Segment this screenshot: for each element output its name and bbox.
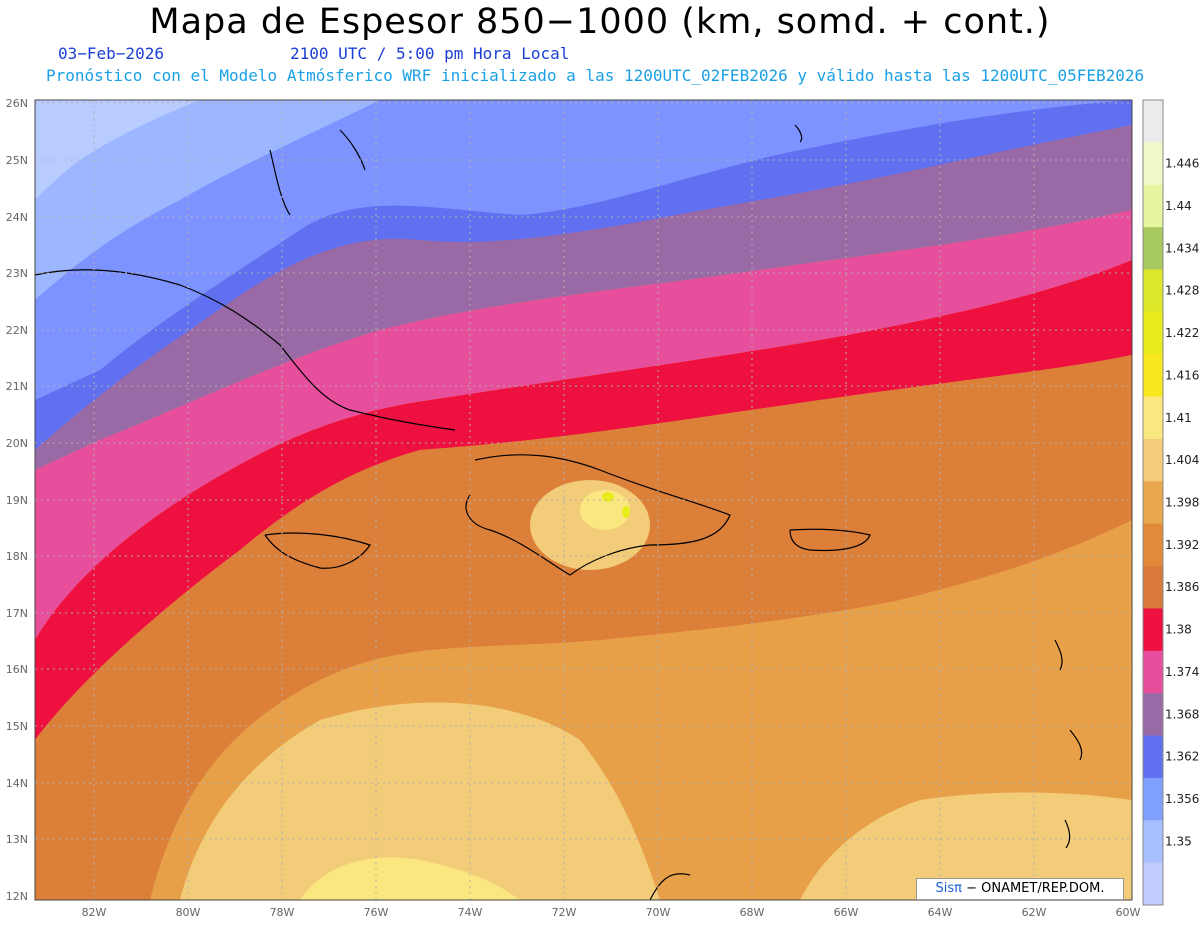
colorbar-label: 1.428	[1165, 284, 1199, 298]
colorbar-swatch	[1143, 396, 1163, 440]
colorbar-swatch	[1143, 311, 1163, 355]
lon-label: 76W	[364, 906, 389, 919]
colorbar-label: 1.38	[1165, 623, 1192, 637]
colorbar-swatch	[1143, 566, 1163, 609]
colorbar-label: 1.362	[1165, 750, 1199, 764]
colorbar-swatch	[1143, 184, 1163, 228]
lat-label: 22N	[6, 324, 28, 337]
colorbar: 1.446 1.44 1.434 1.428 1.422 1.416 1.41 1.404 1.…	[1142, 99, 1199, 906]
page-title: Mapa de Espesor 850−1000 (km, somd. + co…	[149, 2, 1051, 42]
colorbar-swatch	[1143, 608, 1163, 652]
lon-label: 64W	[928, 906, 953, 919]
lon-label: 80W	[176, 906, 201, 919]
colorbar-label: 1.374	[1165, 665, 1199, 679]
credit-text: − ONAMET/REP.DOM.	[961, 881, 1105, 896]
forecast-date: 03−Feb−2026	[58, 44, 164, 63]
lat-label: 14N	[6, 777, 28, 790]
lon-label: 60W	[1116, 906, 1141, 919]
colorbar-label: 1.35	[1165, 834, 1192, 848]
colorbar-label: 1.368	[1165, 707, 1199, 721]
lat-label: 19N	[6, 494, 28, 507]
colorbar-label: 1.392	[1165, 538, 1199, 552]
lon-label: 66W	[834, 906, 859, 919]
colorbar-swatch	[1143, 862, 1163, 906]
lat-lon-grid	[35, 100, 1132, 900]
colorbar-swatch	[1143, 735, 1163, 779]
colorbar-label: 1.386	[1165, 580, 1199, 594]
lat-axis: 26N 25N 24N 23N 22N 21N 20N 19N 18N 17N …	[6, 97, 28, 903]
lat-label: 26N	[6, 97, 28, 110]
colorbar-label: 1.41	[1165, 411, 1192, 425]
lat-label: 21N	[6, 380, 28, 393]
colorbar-swatch	[1143, 777, 1163, 821]
colorbar-swatch	[1143, 100, 1163, 143]
colorbar-swatch	[1143, 481, 1163, 525]
colorbar-label: 1.356	[1165, 792, 1199, 806]
lat-label: 25N	[6, 154, 28, 167]
model-info: Pronóstico con el Modelo Atmósferico WRF…	[46, 66, 1145, 85]
filled-contours	[35, 100, 1132, 900]
lat-label: 24N	[6, 211, 28, 224]
colorbar-label: 1.404	[1165, 453, 1199, 467]
lat-label: 16N	[6, 663, 28, 676]
lon-label: 78W	[270, 906, 295, 919]
sis-logo-text: Sisπ	[935, 881, 962, 896]
lat-label: 23N	[6, 267, 28, 280]
map-frame	[34, 99, 1133, 901]
lon-label: 72W	[552, 906, 577, 919]
colorbar-swatch	[1143, 142, 1163, 186]
colorbar-label: 1.434	[1165, 241, 1199, 255]
colorbar-swatch	[1143, 650, 1163, 694]
colorbar-swatch	[1143, 269, 1163, 313]
colorbar-swatch	[1143, 820, 1163, 864]
colorbar-frame	[1142, 99, 1164, 906]
lat-label: 17N	[6, 607, 28, 620]
colorbar-label: 1.44	[1165, 199, 1192, 213]
lat-label: 12N	[6, 890, 28, 903]
colorbar-label: 1.416	[1165, 368, 1199, 382]
lon-axis: 82W 80W 78W 76W 74W 72W 70W 68W 66W 64W …	[82, 906, 1141, 919]
lat-label: 15N	[6, 720, 28, 733]
colorbar-swatch	[1143, 523, 1163, 567]
colorbar-label: 1.422	[1165, 326, 1199, 340]
lat-label: 13N	[6, 833, 28, 846]
colorbar-swatch	[1143, 227, 1163, 270]
colorbar-label: 1.446	[1165, 157, 1199, 171]
forecast-time: 2100 UTC / 5:00 pm Hora Local	[290, 44, 570, 63]
colorbar-swatch	[1143, 693, 1163, 737]
colorbar-label: 1.398	[1165, 496, 1199, 510]
lat-label: 20N	[6, 437, 28, 450]
coastlines	[35, 124, 1083, 900]
lon-label: 70W	[646, 906, 671, 919]
lon-label: 62W	[1022, 906, 1047, 919]
lon-label: 74W	[458, 906, 483, 919]
lon-label: 68W	[740, 906, 765, 919]
credit-box: Sisπ − ONAMET/REP.DOM.	[916, 878, 1124, 900]
colorbar-swatch	[1143, 438, 1163, 482]
lon-label: 82W	[82, 906, 107, 919]
colorbar-swatch	[1143, 354, 1163, 398]
lat-label: 18N	[6, 550, 28, 563]
